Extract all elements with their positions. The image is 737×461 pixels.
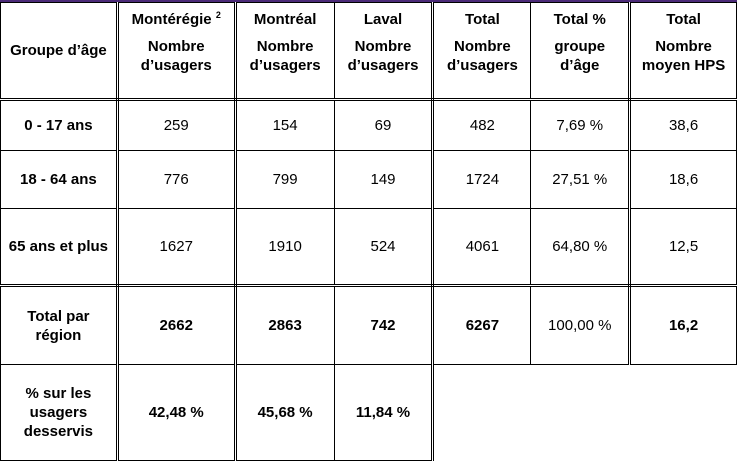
cell-monteregie: 1627: [116, 208, 237, 287]
header-laval-sub: Nombre d’usagers: [347, 38, 419, 74]
header-total-percent-sub: groupe d’âge: [554, 38, 606, 74]
cell-laval: 149: [333, 150, 435, 209]
top-accent-line: [0, 0, 737, 2]
cell-total-percent: 7,69 %: [530, 99, 632, 151]
cell-total-percent: 64,80 %: [530, 208, 632, 287]
cell-montreal: 2863: [234, 285, 335, 365]
cell-total-hps: 12,5: [629, 208, 737, 287]
header-total-users-sub: Nombre d’usagers: [446, 38, 518, 74]
header-total-hps: Total Nombre moyen HPS: [629, 2, 737, 101]
header-age-group: Groupe d’âge: [0, 2, 119, 101]
cell-total-users: 1724: [432, 150, 532, 209]
cell-laval: 69: [333, 99, 435, 151]
cell-total-users: 6267: [432, 285, 532, 365]
cell-laval: 742: [333, 285, 435, 365]
header-monteregie-sub: Nombre d’usagers: [140, 38, 212, 74]
cell-laval: 524: [333, 208, 435, 287]
header-montreal: Montréal Nombre d’usagers: [234, 2, 335, 101]
footnote-marker: 2: [215, 10, 221, 20]
header-total-hps-sub: Nombre moyen HPS: [641, 38, 726, 74]
cell-total-percent: 27,51 %: [530, 150, 632, 209]
cell-total-hps: 38,6: [629, 99, 737, 151]
header-total-hps-title: Total: [666, 11, 701, 28]
cell-montreal: 45,68 %: [234, 364, 335, 461]
cell-monteregie: 259: [116, 99, 237, 151]
cell-laval: 11,84 %: [333, 364, 435, 461]
header-row: Groupe d’âge Montérégie 2 Nombre d’usage…: [0, 2, 737, 101]
table-row-totals: Total par région 2662 2863 742 6267 100,…: [0, 285, 737, 365]
table-row: 18 - 64 ans 776 799 149 1724 27,51 % 18,…: [0, 150, 737, 209]
header-montreal-sub: Nombre d’usagers: [249, 38, 321, 74]
cell-monteregie: 776: [116, 150, 237, 209]
cell-monteregie: 42,48 %: [116, 364, 237, 461]
table-row-percent: % sur les usagers desservis 42,48 % 45,6…: [0, 364, 737, 461]
cell-monteregie: 2662: [116, 285, 237, 365]
cell-total-percent: 100,00 %: [530, 285, 632, 365]
header-age-group-label: Groupe d’âge: [10, 42, 107, 59]
header-total-percent-title: Total %: [553, 11, 606, 28]
row-label: 0 - 17 ans: [0, 99, 119, 151]
cell-total-hps: 18,6: [629, 150, 737, 209]
header-monteregie: Montérégie 2 Nombre d’usagers: [116, 2, 237, 101]
header-montreal-title: Montréal: [253, 11, 317, 28]
header-monteregie-title: Montérégie: [131, 11, 212, 28]
empty-cell: [432, 364, 737, 461]
header-laval-title: Laval: [363, 11, 403, 28]
header-total-users-title: Total: [465, 11, 500, 28]
row-label: % sur les usagers desservis: [0, 364, 119, 461]
cell-montreal: 1910: [234, 208, 335, 287]
row-label: Total par région: [0, 285, 119, 365]
header-laval: Laval Nombre d’usagers: [333, 2, 435, 101]
table-row: 65 ans et plus 1627 1910 524 4061 64,80 …: [0, 208, 737, 287]
cell-montreal: 154: [234, 99, 335, 151]
header-total-percent: Total % groupe d’âge: [530, 2, 632, 101]
header-total-users: Total Nombre d’usagers: [432, 2, 532, 101]
cell-total-users: 482: [432, 99, 532, 151]
row-label: 18 - 64 ans: [0, 150, 119, 209]
table-row: 0 - 17 ans 259 154 69 482 7,69 % 38,6: [0, 99, 737, 151]
cell-total-users: 4061: [432, 208, 532, 287]
cell-total-hps: 16,2: [629, 285, 737, 365]
row-label: 65 ans et plus: [0, 208, 119, 287]
cell-montreal: 799: [234, 150, 335, 209]
